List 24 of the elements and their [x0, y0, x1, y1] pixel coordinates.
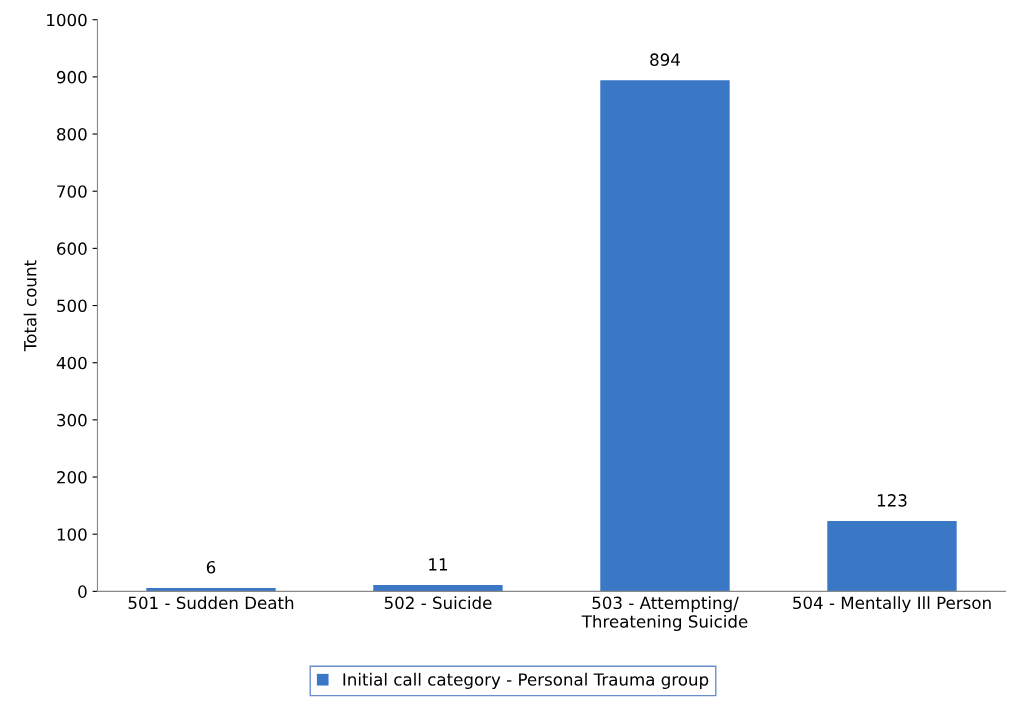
y-tick-label: 500: [57, 299, 87, 313]
y-tick-label: 0: [78, 585, 87, 598]
y-tick-label: 100: [57, 528, 87, 541]
y-axis-title: Total count: [23, 260, 37, 352]
x-tick-label: 502 - Suicide: [384, 596, 492, 610]
x-tick-label: 504 - Mentally Ill Person: [793, 596, 991, 613]
data-label: 123: [877, 494, 907, 507]
legend-label: Initial call category - Personal Trauma group: [343, 672, 709, 689]
y-tick-label: 900: [56, 70, 87, 84]
y-tick-label: 200: [57, 470, 87, 484]
y-tick-label: 1000: [47, 13, 87, 27]
bar: [373, 585, 503, 592]
x-tick-label: 503 - Attempting/ Threatening Suicide: [581, 596, 748, 632]
y-tick-label: 700: [57, 185, 87, 198]
y-tick-label: 300: [57, 413, 87, 427]
data-label: 11: [429, 558, 448, 571]
data-label: 894: [650, 53, 680, 66]
x-tick-label: 501 - Sudden Death: [128, 596, 294, 610]
data-label: 6: [206, 560, 216, 574]
y-tick-label: 600: [57, 242, 87, 255]
y-tick-label: 800: [57, 128, 87, 141]
bar: [827, 521, 957, 592]
bar: [600, 80, 730, 592]
y-tick-label: 400: [56, 356, 87, 370]
